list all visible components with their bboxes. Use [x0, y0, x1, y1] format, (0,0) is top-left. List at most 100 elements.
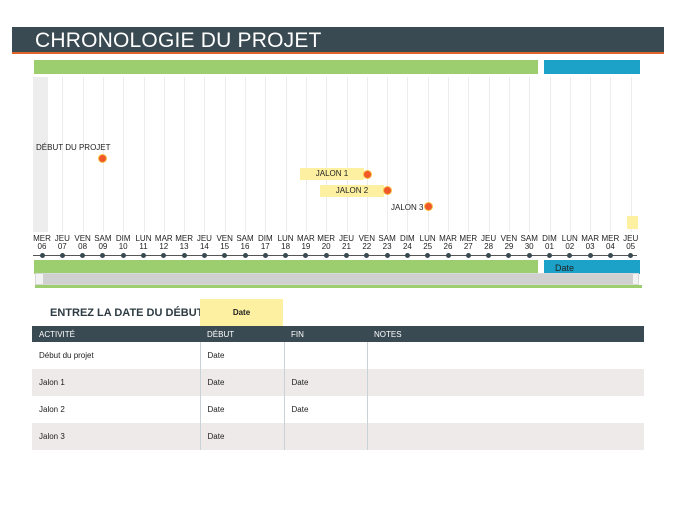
- cell-start[interactable]: Date: [199, 423, 284, 450]
- day-of-week: SAM: [378, 234, 396, 243]
- day-labels: MER 06 JEU 07 VEN 08 SAM 09 DIM 10 LUN 11 MAR 12 MER 13…: [32, 235, 644, 255]
- day-label: JEU 28: [478, 235, 500, 251]
- axis-dot: [607, 253, 613, 258]
- axis-dot: [547, 253, 552, 258]
- axis-dot: [141, 253, 146, 258]
- day-label: SAM 16: [234, 235, 256, 251]
- start-date-label: ENTREZ LA DATE DU DÉBUT :: [50, 307, 211, 319]
- grid-line: [346, 77, 348, 232]
- day-label: SAM 09: [92, 235, 114, 251]
- cell-end[interactable]: Date: [283, 369, 367, 396]
- cell-activity[interactable]: Jalon 1: [32, 369, 200, 396]
- axis-dot: [364, 253, 370, 258]
- cell-activity[interactable]: Jalon 2: [39, 405, 65, 414]
- day-of-week: MER: [601, 234, 620, 243]
- cell-end[interactable]: Date: [283, 396, 367, 423]
- grid-line: [82, 77, 84, 232]
- grid-line: [326, 77, 328, 232]
- timeline-end-marker: [627, 216, 638, 229]
- title-bar: CHRONOLOGIE DU PROJET: [12, 27, 664, 54]
- cell-start[interactable]: Date: [199, 342, 284, 369]
- header-activite: ACTIVITÉ: [32, 326, 200, 342]
- day-label: MAR 26: [437, 235, 459, 251]
- axis-dot: [344, 253, 349, 258]
- marker-dot-jalon-3[interactable]: [424, 202, 433, 211]
- day-number: 10: [118, 242, 128, 251]
- grid-line: [285, 77, 287, 232]
- day-number: 22: [362, 242, 372, 251]
- day-number: 15: [220, 242, 230, 251]
- day-number: 05: [626, 242, 636, 251]
- cell-start[interactable]: Date: [199, 396, 284, 423]
- day-of-week: LUN: [419, 234, 436, 243]
- marker-dot-jalon-2[interactable]: [383, 186, 392, 195]
- axis-dot: [567, 253, 573, 258]
- grid-line: [630, 77, 632, 232]
- day-of-week: JEU: [623, 234, 639, 243]
- axis-dot: [425, 253, 431, 258]
- cell-notes[interactable]: [366, 342, 644, 369]
- day-label: DIM 17: [254, 235, 276, 251]
- day-of-week: DIM: [542, 234, 557, 243]
- cell-notes[interactable]: [366, 423, 644, 450]
- axis-dot: [39, 253, 45, 258]
- timeline-period-bar-bottom-end: [544, 260, 640, 274]
- timeline-scrollbar[interactable]: [35, 273, 639, 285]
- axis-dot: [506, 253, 512, 258]
- day-label: LUN 18: [275, 235, 297, 251]
- day-label: MAR 12: [153, 235, 175, 251]
- cell-notes[interactable]: [366, 369, 644, 396]
- day-of-week: VEN: [216, 234, 233, 243]
- cell-start[interactable]: Date: [199, 369, 284, 396]
- timeline-scrollbar-underline: [35, 285, 642, 288]
- day-number: 19: [301, 242, 311, 251]
- grid-line: [366, 77, 368, 232]
- grid-line: [407, 77, 409, 232]
- day-number: 11: [139, 242, 148, 251]
- cell-activity[interactable]: Jalon 3: [32, 423, 200, 450]
- table-row: Jalon 3 Date: [32, 423, 644, 450]
- day-of-week: MER: [317, 234, 336, 243]
- marker-dot-jalon-1[interactable]: [363, 170, 372, 179]
- axis-dot: [242, 253, 248, 258]
- day-number: 02: [565, 242, 575, 251]
- day-number: 12: [159, 242, 169, 251]
- day-of-week: VEN: [500, 234, 518, 243]
- marker-dot-project-start[interactable]: [98, 154, 107, 163]
- day-label: MAR 03: [579, 235, 601, 251]
- cell-activity[interactable]: Début du projet: [39, 351, 94, 360]
- day-label: MAR 19: [295, 235, 317, 251]
- day-of-week: DIM: [400, 234, 415, 243]
- axis-dot: [80, 253, 86, 258]
- day-number: 29: [504, 242, 514, 251]
- start-date-input[interactable]: Date: [200, 299, 283, 326]
- axis-dot: [404, 253, 410, 258]
- marker-label-jalon-2: JALON 2: [320, 185, 384, 197]
- header-notes: NOTES: [367, 326, 644, 342]
- day-of-week: LUN: [277, 234, 294, 243]
- grid-line: [549, 77, 551, 232]
- day-of-week: SAM: [236, 234, 254, 243]
- axis-dot: [323, 253, 329, 258]
- axis-dot: [201, 253, 207, 258]
- day-number: 17: [260, 242, 270, 251]
- cell-end[interactable]: [283, 342, 367, 369]
- day-number: 03: [585, 242, 595, 251]
- activity-table: ACTIVITÉ DÉBUT FIN NOTES Début du projet…: [32, 326, 644, 450]
- grid-line: [224, 77, 226, 232]
- day-label: MER 27: [457, 235, 479, 251]
- day-label: JEU 07: [51, 235, 73, 251]
- day-of-week: DIM: [257, 234, 273, 243]
- day-number: 14: [199, 242, 209, 251]
- scrollbar-thumb[interactable]: [43, 274, 633, 284]
- day-label: MER 13: [173, 235, 195, 251]
- cell-notes[interactable]: [366, 396, 644, 423]
- cell-end[interactable]: [283, 423, 367, 450]
- day-of-week: LUN: [135, 234, 152, 243]
- day-number: 23: [382, 242, 392, 251]
- day-number: 13: [179, 242, 189, 251]
- axis-dot: [628, 253, 634, 258]
- grid-line: [265, 77, 267, 232]
- day-label: DIM 01: [539, 235, 561, 251]
- day-label: MER 20: [315, 235, 337, 251]
